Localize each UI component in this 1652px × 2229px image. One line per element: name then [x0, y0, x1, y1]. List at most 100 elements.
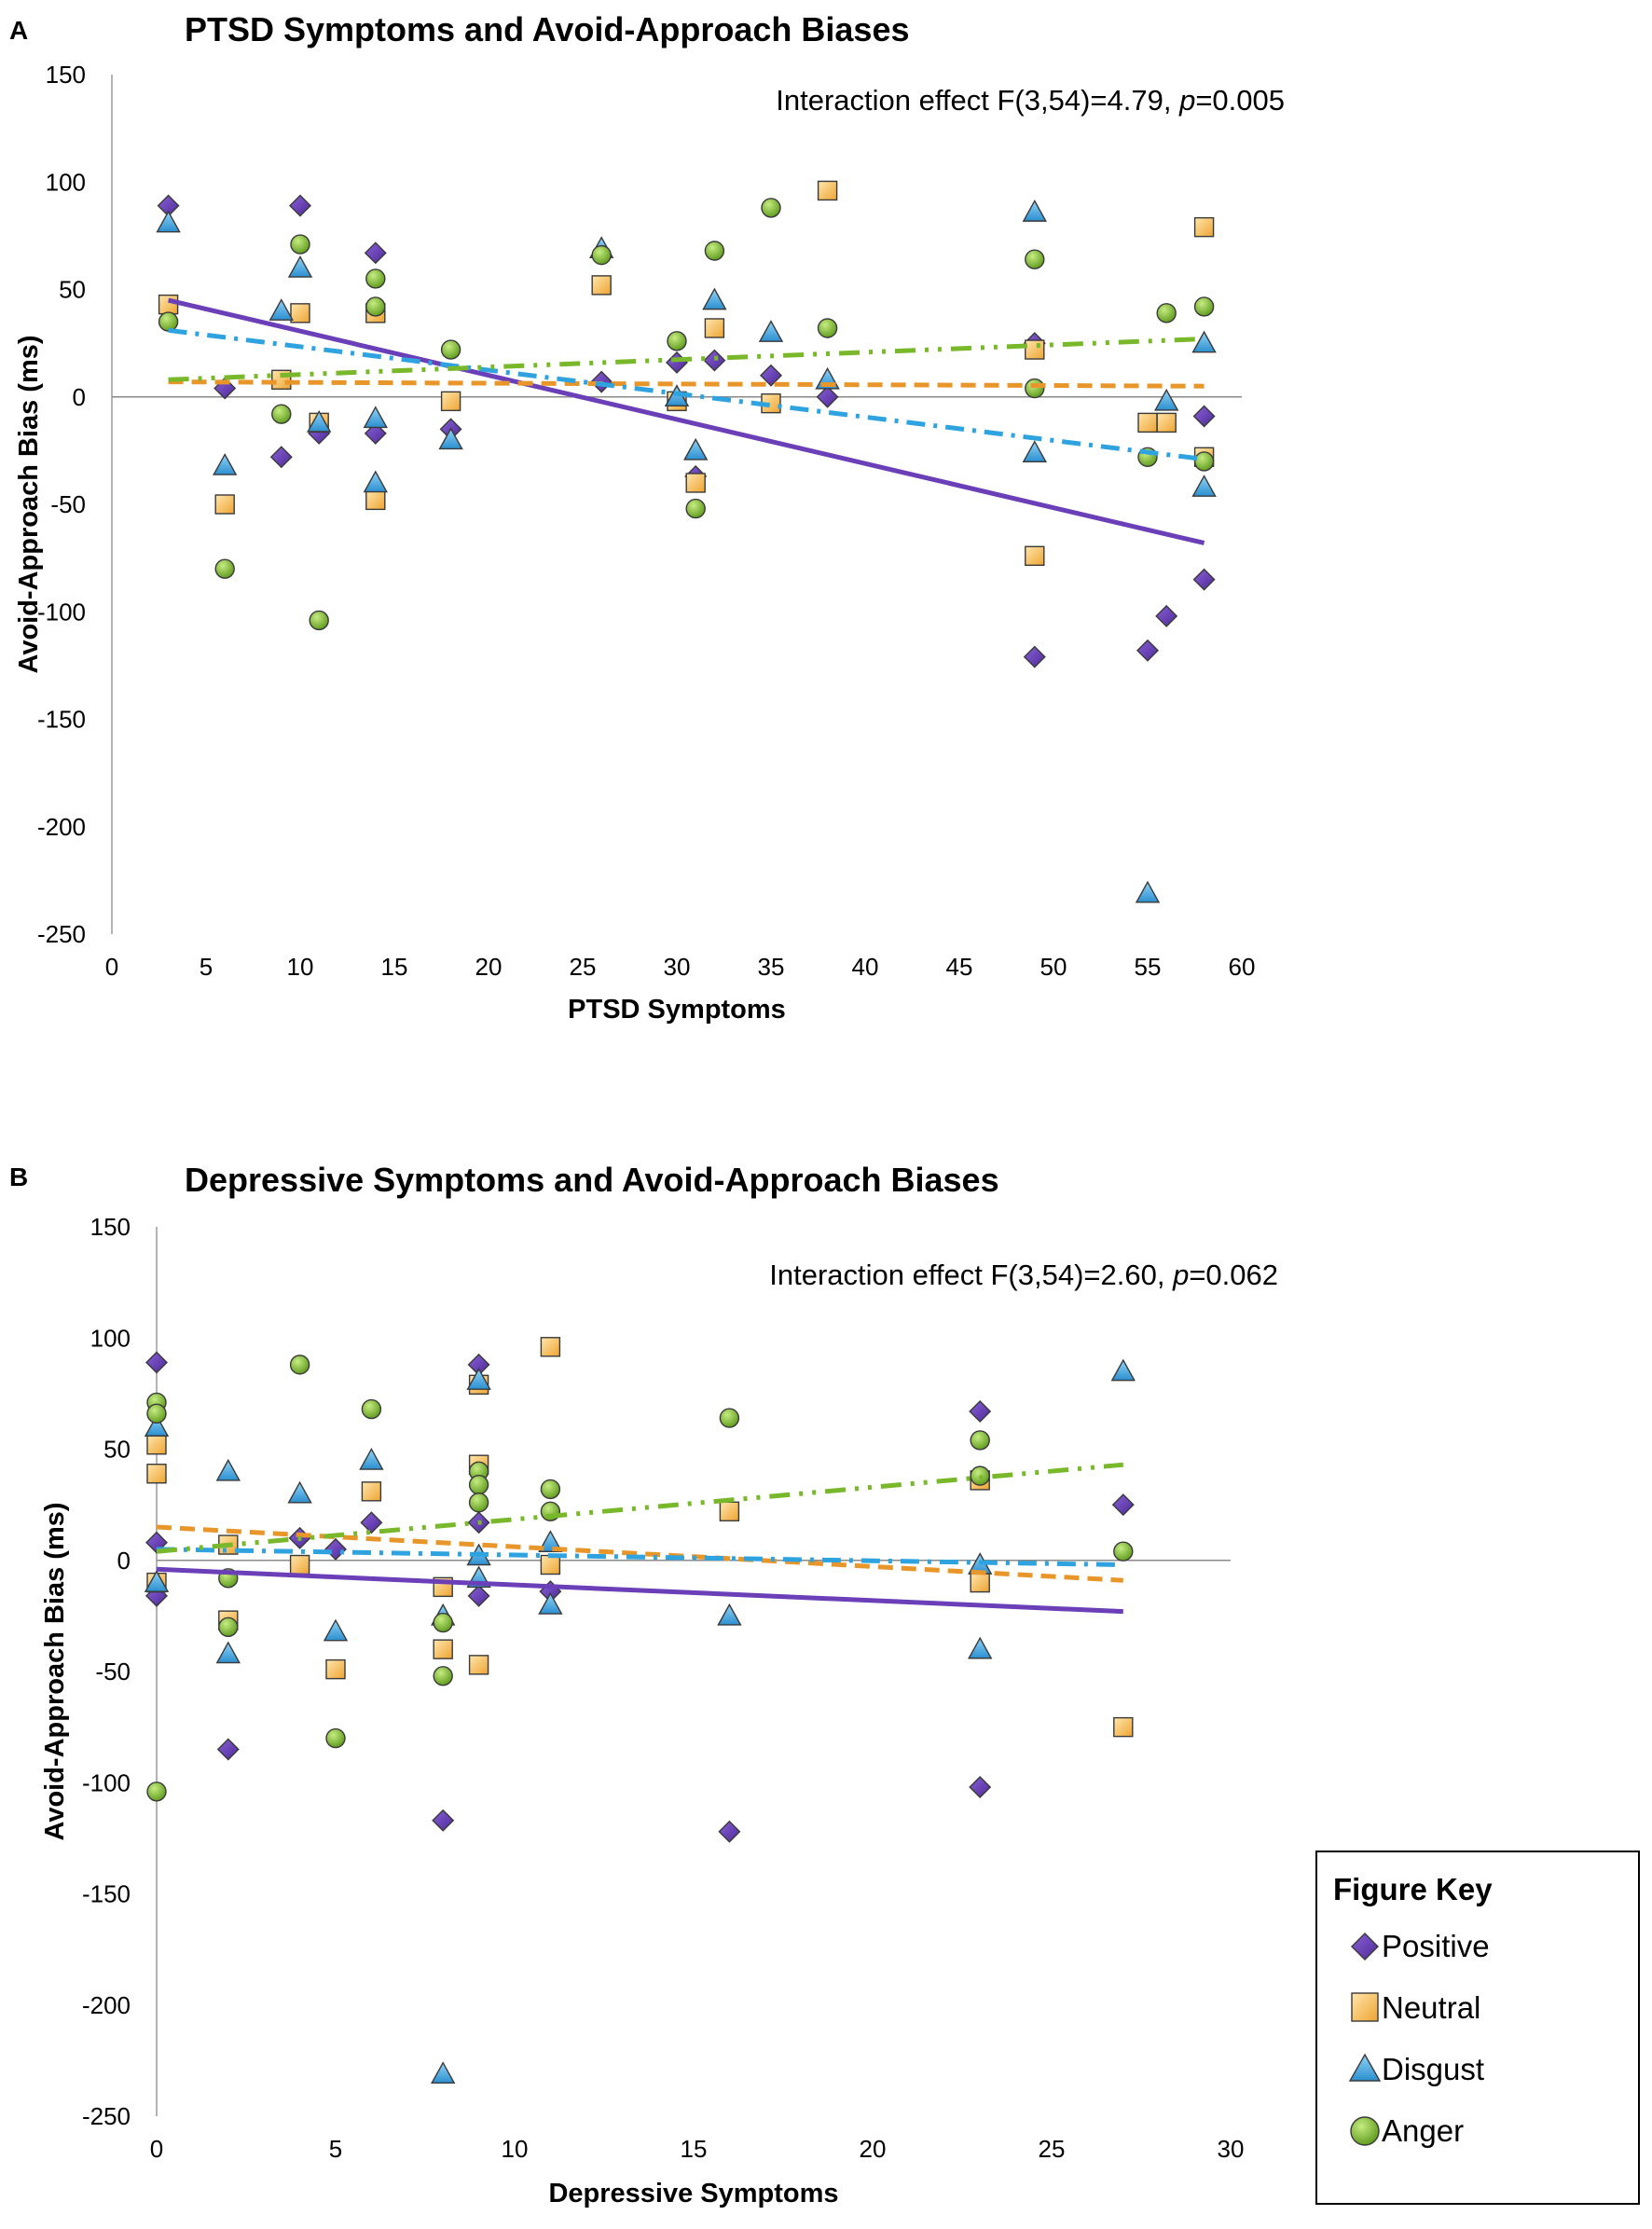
point-disgust — [1135, 880, 1161, 903]
point-anger — [540, 1479, 561, 1500]
y-tick-label: -50 — [95, 1658, 131, 1686]
point-positive — [718, 1820, 741, 1843]
trendline-neutral — [156, 1524, 1123, 1583]
x-tick-label: 10 — [502, 2135, 529, 2163]
legend-item-anger: Anger — [1350, 2113, 1464, 2148]
point-anger — [685, 498, 706, 519]
point-disgust — [702, 287, 727, 310]
x-tick-label: 15 — [681, 2135, 708, 2163]
trendline-positive — [168, 297, 1205, 545]
point-anger — [1193, 451, 1215, 472]
point-anger — [365, 296, 386, 317]
legend-diamond-icon — [1351, 1933, 1379, 1961]
point-anger — [146, 1403, 167, 1424]
point-disgust — [1154, 388, 1179, 411]
point-positive — [666, 351, 688, 374]
chart-title: PTSD Symptoms and Avoid-Approach Biases — [185, 10, 909, 48]
point-positive — [1192, 405, 1216, 428]
point-neutral — [440, 391, 461, 412]
interaction-effect-annotation: Interaction effect F(3,54)=4.79, p=0.005 — [776, 84, 1285, 117]
x-tick-label: 20 — [475, 953, 502, 981]
point-anger — [970, 1430, 990, 1451]
point-anger — [271, 404, 292, 424]
point-neutral — [970, 1572, 990, 1593]
trendline-disgust — [156, 1547, 1123, 1568]
point-disgust — [144, 1414, 170, 1437]
legend-item-label: Anger — [1382, 2113, 1464, 2148]
point-disgust — [968, 1636, 993, 1659]
point-anger — [719, 1408, 740, 1428]
y-tick-label: -50 — [50, 490, 86, 518]
point-anger — [591, 244, 612, 266]
point-anger — [146, 1782, 167, 1802]
point-disgust — [213, 453, 238, 475]
point-disgust — [538, 1530, 563, 1552]
legend-item-label: Disgust — [1382, 2052, 1484, 2086]
trendline-neutral — [168, 379, 1205, 389]
point-neutral — [433, 1639, 453, 1659]
point-anger — [468, 1474, 489, 1495]
point-positive — [760, 364, 782, 387]
point-neutral — [158, 294, 179, 315]
x-tick-label: 35 — [758, 953, 785, 981]
point-positive — [1111, 1493, 1135, 1517]
y-tick-label: 50 — [59, 276, 86, 304]
point-neutral — [1193, 216, 1215, 238]
interaction-effect-annotation: Interaction effect F(3,54)=2.60, p=0.062 — [769, 1259, 1278, 1291]
x-tick-label: 30 — [664, 953, 691, 981]
point-disgust — [1191, 330, 1217, 353]
point-disgust — [215, 1641, 241, 1664]
point-neutral — [361, 1481, 382, 1502]
point-neutral — [591, 275, 612, 296]
point-disgust — [268, 298, 294, 321]
point-positive — [969, 1776, 992, 1799]
point-disgust — [287, 1480, 312, 1504]
x-tick-label: 0 — [150, 2135, 163, 2163]
point-positive — [145, 1351, 168, 1374]
y-tick-label: 100 — [90, 1324, 131, 1352]
point-neutral — [704, 318, 725, 338]
point-neutral — [1025, 339, 1045, 360]
panel-letter: B — [9, 1163, 28, 1191]
y-tick-label: -250 — [82, 2102, 131, 2130]
panel-letter: A — [9, 16, 28, 45]
point-anger — [214, 558, 235, 579]
x-tick-label: 50 — [1040, 953, 1067, 981]
point-neutral — [817, 180, 838, 201]
y-tick-label: -100 — [82, 1768, 131, 1796]
point-neutral — [540, 1337, 561, 1357]
point-disgust — [307, 409, 332, 433]
legend-item-label: Neutral — [1382, 1990, 1480, 2025]
point-disgust — [1022, 440, 1047, 462]
x-axis-label: Depressive Symptoms — [548, 2179, 838, 2208]
y-tick-label: 150 — [46, 61, 86, 89]
x-tick-label: 5 — [200, 953, 213, 981]
series-disgust — [156, 200, 1217, 903]
point-neutral — [1113, 1716, 1134, 1738]
point-disgust — [466, 1368, 491, 1390]
series-disgust — [144, 1358, 1136, 2084]
y-tick-label: -150 — [82, 1880, 131, 1908]
point-anger — [325, 1727, 346, 1749]
point-anger — [309, 610, 329, 631]
point-neutral — [540, 1554, 561, 1575]
series-anger — [158, 198, 1215, 631]
x-tick-label: 60 — [1229, 953, 1256, 981]
legend-triangle-icon — [1348, 2053, 1382, 2082]
x-tick-label: 55 — [1135, 953, 1162, 981]
point-disgust — [431, 2061, 456, 2084]
point-anger — [761, 198, 781, 218]
y-tick-label: 50 — [103, 1436, 131, 1464]
x-tick-label: 15 — [381, 953, 408, 981]
y-tick-label: -100 — [37, 598, 86, 626]
point-anger — [667, 331, 687, 351]
x-axis-label: PTSD Symptoms — [568, 995, 786, 1025]
point-positive — [816, 385, 839, 408]
point-disgust — [359, 1447, 384, 1470]
point-disgust — [215, 1458, 241, 1481]
point-anger — [158, 311, 179, 332]
point-disgust — [1110, 1358, 1136, 1382]
point-anger — [440, 339, 461, 360]
point-neutral — [325, 1658, 346, 1680]
point-neutral — [365, 489, 386, 511]
